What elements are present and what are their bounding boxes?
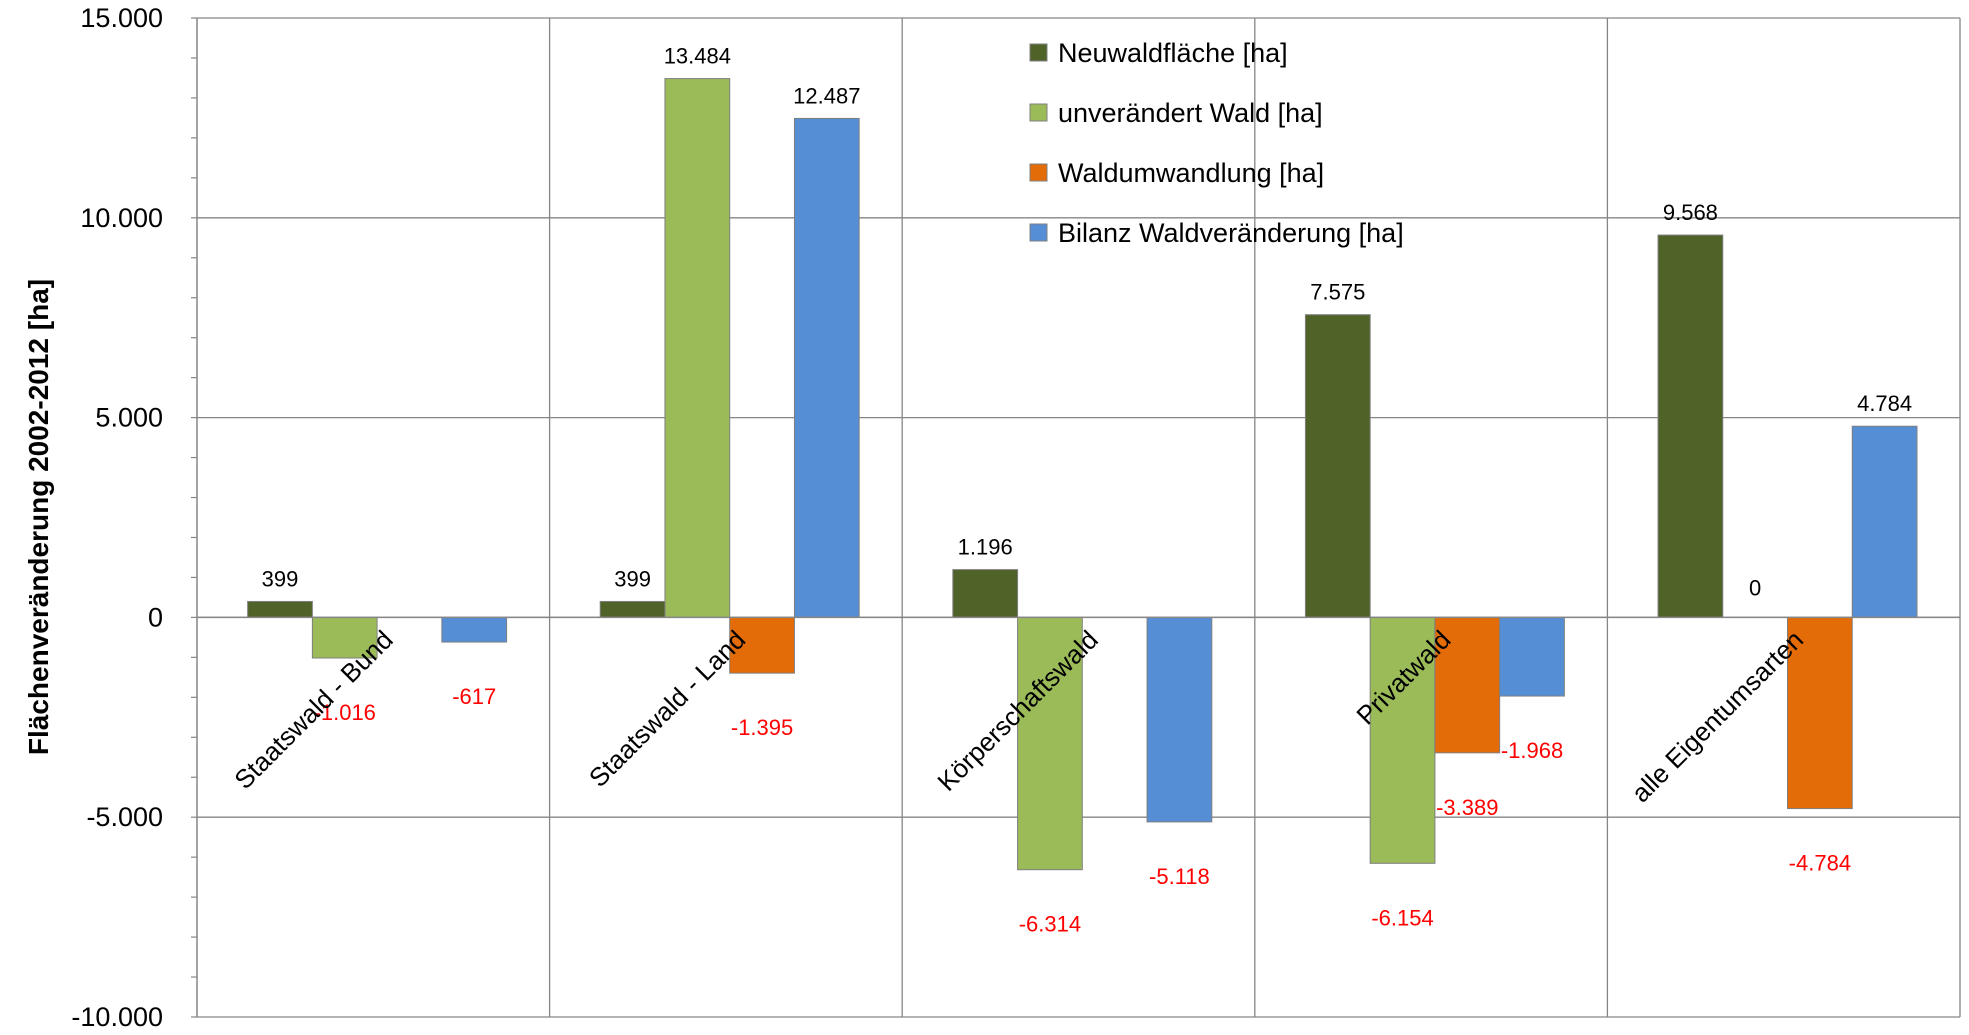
y-tick-label: 15.000 xyxy=(80,3,163,33)
data-label: 1.196 xyxy=(958,535,1013,560)
bar xyxy=(1434,616,1501,754)
category-label: Staatswald - Land xyxy=(583,624,751,792)
data-label: -1.016 xyxy=(314,700,376,725)
bar xyxy=(793,117,860,618)
bar xyxy=(311,616,378,659)
legend-label: Waldumwandlung [ha] xyxy=(1058,158,1324,188)
legend-swatch xyxy=(1029,223,1048,242)
y-tick-label: 10.000 xyxy=(80,203,163,233)
data-label: -4.784 xyxy=(1789,851,1851,876)
bar xyxy=(1499,616,1565,697)
data-label: 13.484 xyxy=(664,44,731,69)
bar xyxy=(729,616,795,674)
y-axis-title: Flächenveränderung 2002-2012 [ha] xyxy=(23,279,54,755)
data-label: -1.395 xyxy=(731,715,793,740)
bar xyxy=(1657,234,1724,618)
y-tick-label: -5.000 xyxy=(86,802,163,832)
axes: 15.000 10.000 5.000 0 -5.000 -10.000 xyxy=(71,3,1960,1032)
data-label: -3.389 xyxy=(1436,795,1498,820)
data-label: 4.784 xyxy=(1857,391,1912,416)
data-label: 9.568 xyxy=(1663,200,1718,225)
data-labels: 399 399 1.196 7.575 9.568 -1.016 13.484 -6.314 -… xyxy=(262,44,1913,937)
legend-label: Bilanz Waldveränderung [ha] xyxy=(1058,218,1404,248)
bars xyxy=(247,78,1918,871)
data-label: 12.487 xyxy=(793,83,860,108)
legend-label: unverändert Wald [ha] xyxy=(1058,98,1323,128)
legend-label: Neuwaldfläche [ha] xyxy=(1058,38,1288,68)
legend-swatch xyxy=(1029,43,1048,62)
legend-swatch xyxy=(1029,163,1048,182)
data-label: 7.575 xyxy=(1310,280,1365,305)
y-tick-label: 0 xyxy=(148,602,163,632)
data-label: 0 xyxy=(1749,575,1761,600)
bar xyxy=(1017,616,1083,871)
y-tick-label: 5.000 xyxy=(95,403,163,433)
data-label: 399 xyxy=(614,566,651,591)
data-label: -6.154 xyxy=(1371,905,1433,930)
bar xyxy=(1146,616,1213,823)
legend-swatch xyxy=(1029,103,1048,122)
bar xyxy=(247,600,313,618)
bar xyxy=(441,616,508,643)
bar xyxy=(599,600,666,618)
bar xyxy=(1787,616,1853,810)
y-tick-label: -10.000 xyxy=(71,1002,163,1032)
data-label: -5.118 xyxy=(1149,864,1210,889)
data-label: -1.968 xyxy=(1501,738,1563,763)
category-label: alle Eigentumsarten xyxy=(1625,624,1809,808)
data-label: 399 xyxy=(262,566,299,591)
data-label: -6.314 xyxy=(1019,912,1081,937)
bar xyxy=(1851,425,1918,618)
bar xyxy=(664,78,731,618)
data-label: -617 xyxy=(452,684,496,709)
bar xyxy=(952,569,1019,618)
legend: Neuwaldfläche [ha] unverändert Wald [ha] W… xyxy=(1029,38,1404,248)
bar xyxy=(1304,314,1371,618)
